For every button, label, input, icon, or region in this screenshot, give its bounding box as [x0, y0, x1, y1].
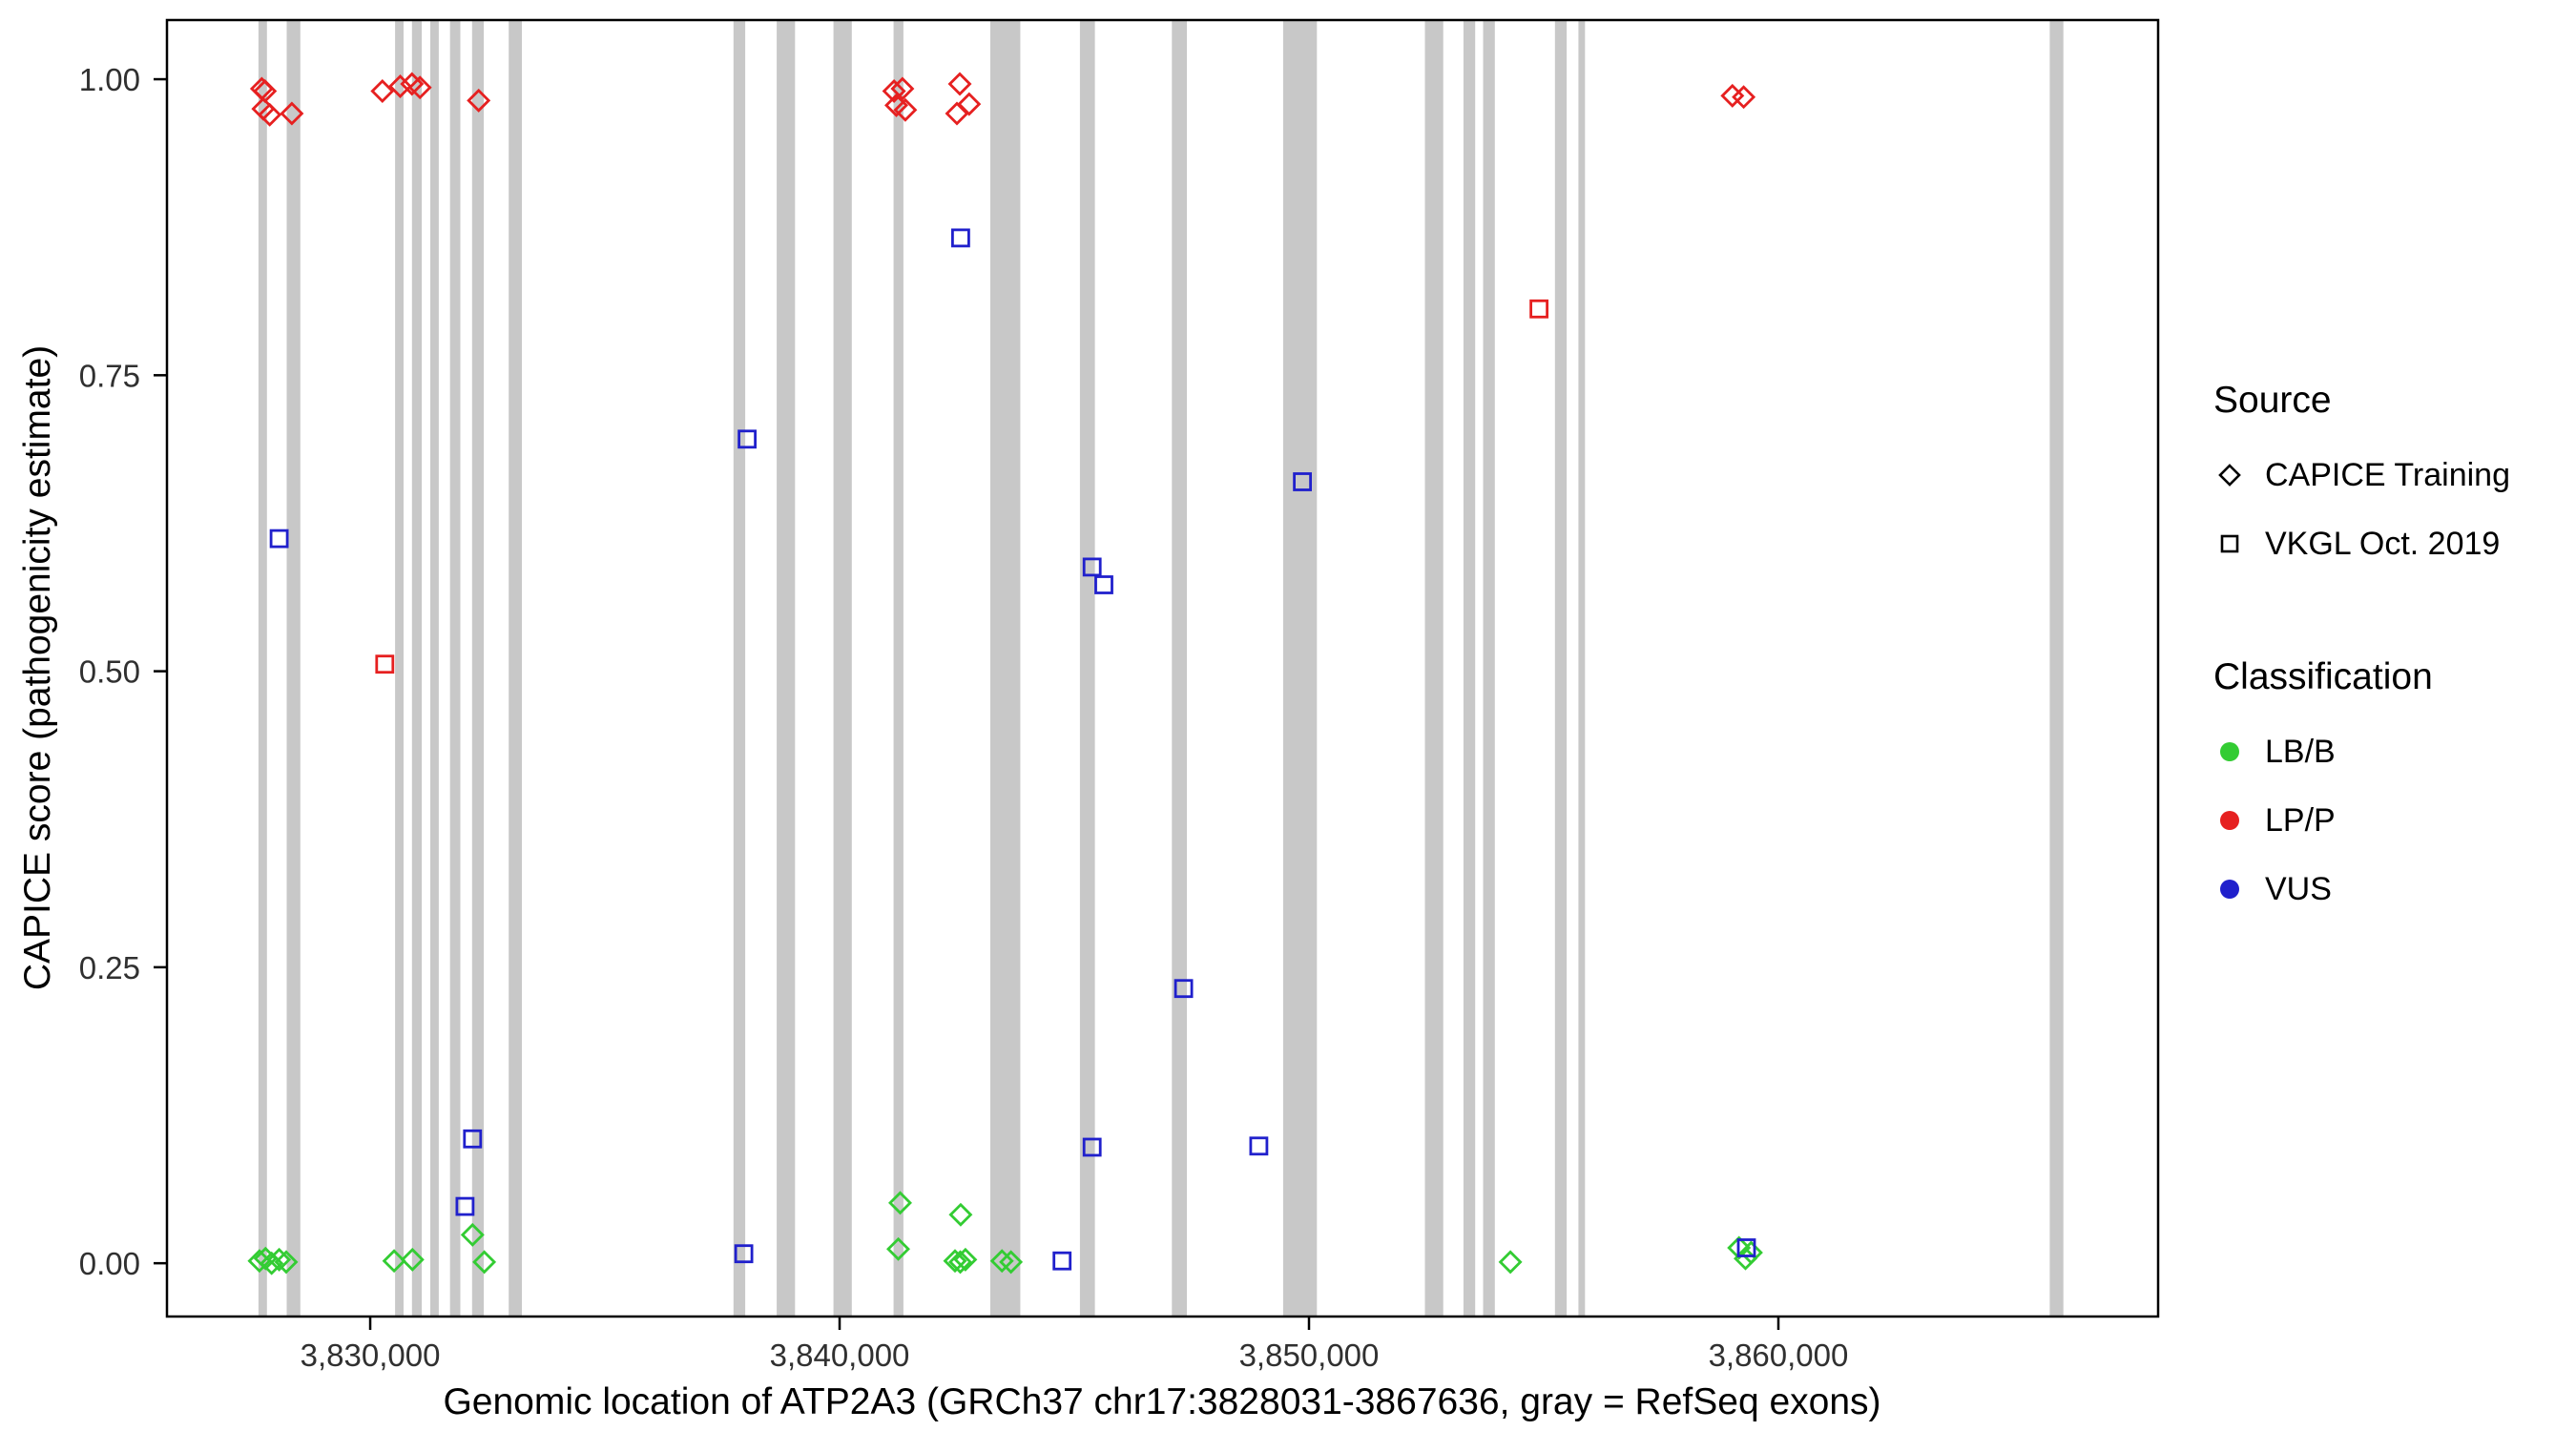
svg-text:3,840,000: 3,840,000 — [770, 1338, 910, 1373]
legend-group-source: Source CAPICE Training VKGL Oct. 2019 — [2213, 380, 2510, 569]
panel-border — [165, 18, 2160, 1318]
square-marker-icon — [2220, 534, 2239, 553]
svg-text:3,830,000: 3,830,000 — [301, 1338, 441, 1373]
legend-source-title: Source — [2213, 380, 2332, 421]
legend-item-label-capice-training: CAPICE Training — [2265, 456, 2510, 493]
exon-bars — [258, 20, 2064, 1317]
legend-item-capice-training: CAPICE Training — [2213, 450, 2510, 500]
green-dot-icon — [2220, 742, 2239, 761]
svg-text:1.00: 1.00 — [79, 62, 140, 97]
y-axis-title: CAPICE score (pathogenicity estimate) — [17, 345, 58, 990]
legend-item-label-lpp: LP/P — [2265, 801, 2336, 839]
legend-classification-title: Classification — [2213, 656, 2433, 697]
legend-item-label-lbb: LB/B — [2265, 733, 2336, 770]
data-points — [247, 72, 1763, 1275]
axis-ticks: 0.00 0.25 0.50 0.75 1.00 3,830,000 3,840,000 3,… — [79, 62, 1849, 1373]
legend-item-vus: VUS — [2213, 864, 2510, 914]
legend-item-label-vus: VUS — [2265, 870, 2332, 907]
svg-text:3,850,000: 3,850,000 — [1239, 1338, 1380, 1373]
x-axis-title: Genomic location of ATP2A3 (GRCh37 chr17… — [443, 1381, 1880, 1422]
svg-text:0.75: 0.75 — [79, 358, 140, 393]
legend-group-classification: Classification LB/B LP/P VUS — [2213, 656, 2510, 914]
svg-text:0.00: 0.00 — [79, 1246, 140, 1281]
svg-text:0.50: 0.50 — [79, 654, 140, 690]
svg-text:3,860,000: 3,860,000 — [1709, 1338, 1849, 1373]
legend-item-label-vkgl: VKGL Oct. 2019 — [2265, 525, 2501, 562]
legend: Source CAPICE Training VKGL Oct. 2019 Cl… — [2213, 380, 2510, 933]
legend-item-lbb: LB/B — [2213, 727, 2510, 777]
diamond-marker-icon — [2218, 464, 2241, 487]
red-dot-icon — [2220, 811, 2239, 830]
svg-text:0.25: 0.25 — [79, 950, 140, 985]
legend-item-lpp: LP/P — [2213, 796, 2510, 845]
blue-dot-icon — [2220, 880, 2239, 899]
legend-item-vkgl: VKGL Oct. 2019 — [2213, 519, 2510, 569]
